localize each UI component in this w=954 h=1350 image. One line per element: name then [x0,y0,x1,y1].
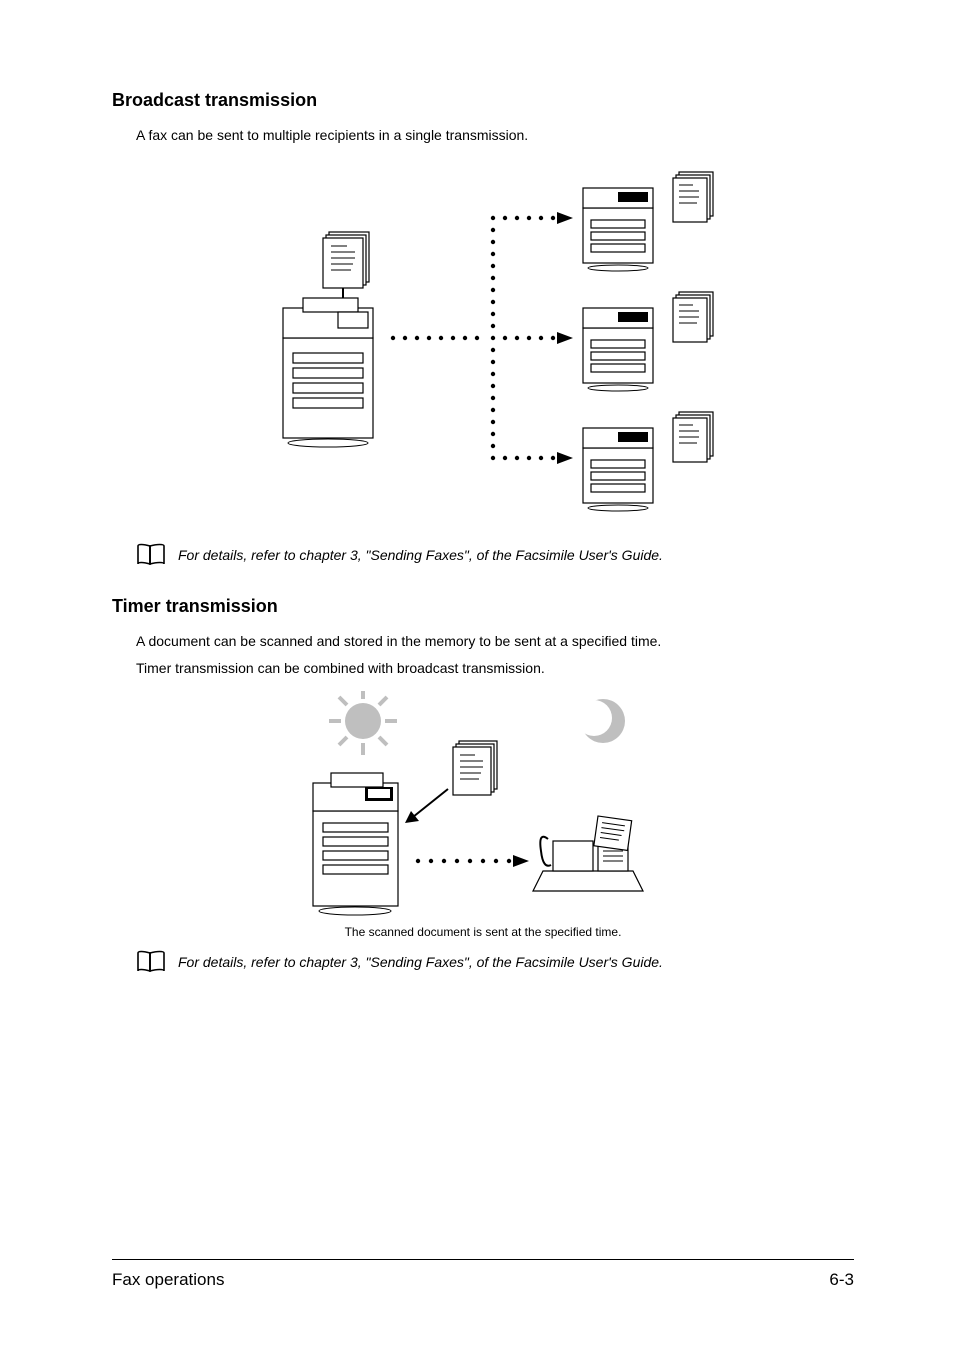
page-footer: Fax operations 6-3 [112,1259,854,1290]
footer-section-title: Fax operations [112,1270,224,1290]
reference-row-1: For details, refer to chapter 3, "Sendin… [136,542,854,568]
broadcast-figure [112,158,854,518]
timer-figure [112,691,854,921]
reference-row-2: For details, refer to chapter 3, "Sendin… [136,949,854,975]
dotted-trunk [491,216,495,460]
book-icon [136,542,166,568]
broadcast-heading: Broadcast transmission [112,90,854,111]
timer-heading: Timer transmission [112,596,854,617]
footer-page-number: 6-3 [829,1270,854,1290]
timer-body-1: A document can be scanned and stored in … [136,631,854,652]
timer-body-2: Timer transmission can be combined with … [136,658,854,679]
timer-diagram-svg [303,691,663,921]
timer-caption: The scanned document is sent at the spec… [112,925,854,939]
reference-text-1: For details, refer to chapter 3, "Sendin… [178,547,663,563]
book-icon [136,949,166,975]
broadcast-body: A fax can be sent to multiple recipients… [136,125,854,146]
document-page: Broadcast transmission A fax can be sent… [0,0,954,1350]
reference-text-2: For details, refer to chapter 3, "Sendin… [178,954,663,970]
broadcast-diagram-svg [213,158,753,518]
